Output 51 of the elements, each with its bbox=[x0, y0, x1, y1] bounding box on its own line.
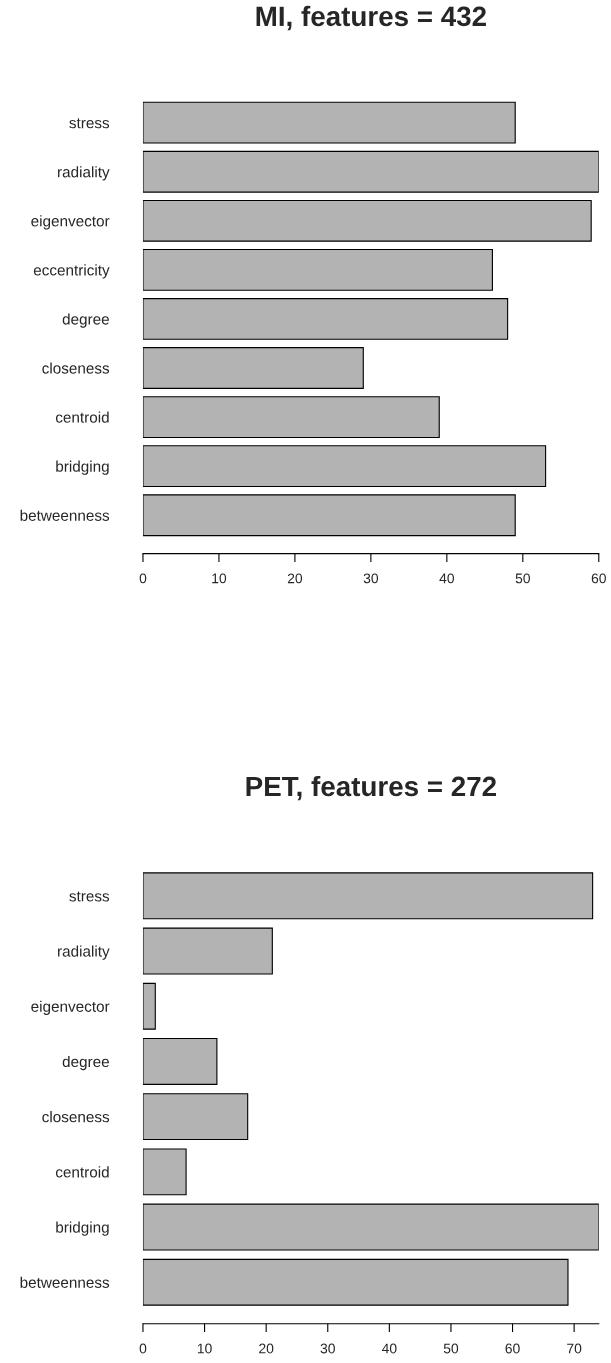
x-tick-label: 20 bbox=[259, 1343, 274, 1354]
bar bbox=[142, 445, 547, 488]
y-tick-label: closeness bbox=[42, 362, 110, 374]
y-tick-label: degree bbox=[62, 1055, 109, 1071]
x-tick-label: 10 bbox=[197, 1343, 212, 1354]
y-tick-label: eigenvector bbox=[31, 1000, 110, 1015]
chart-title: PET, features = 272 bbox=[246, 775, 496, 801]
x-tick-label: 30 bbox=[363, 573, 379, 584]
x-tick-label: 40 bbox=[439, 573, 455, 584]
y-tick-label: stress bbox=[69, 118, 110, 129]
y-tick-label: centroid bbox=[55, 411, 109, 423]
x-tick-label: 30 bbox=[320, 1343, 335, 1354]
bar bbox=[142, 927, 273, 975]
y-tick-label: degree bbox=[62, 313, 109, 328]
chart-title: MI, features = 432 bbox=[256, 5, 486, 31]
x-tick-label: 70 bbox=[567, 1343, 582, 1354]
y-tick-label: centroid bbox=[55, 1166, 109, 1178]
y-tick-label: stress bbox=[69, 891, 110, 902]
y-tick-label: radiality bbox=[58, 166, 110, 181]
bar bbox=[142, 1037, 218, 1085]
x-tick-label: 50 bbox=[515, 573, 530, 584]
x-tick-label: 40 bbox=[381, 1343, 397, 1354]
bar bbox=[142, 347, 364, 389]
bar bbox=[142, 494, 516, 537]
x-tick-label: 0 bbox=[139, 1343, 147, 1354]
bar bbox=[142, 982, 156, 1030]
bar bbox=[142, 248, 493, 291]
x-tick-label: 10 bbox=[212, 573, 227, 584]
bar bbox=[142, 872, 594, 920]
y-tick-label: eccentricity bbox=[33, 264, 110, 279]
bar bbox=[142, 101, 516, 144]
bar bbox=[142, 150, 599, 193]
y-tick-label: betweenness bbox=[20, 509, 110, 521]
y-tick-label: eigenvector bbox=[31, 215, 110, 230]
y-tick-label: betweenness bbox=[20, 1276, 110, 1288]
bar bbox=[142, 1093, 249, 1141]
bar bbox=[142, 1203, 599, 1251]
bar bbox=[142, 1258, 569, 1306]
x-tick-label: 60 bbox=[591, 573, 606, 584]
y-tick-label: bridging bbox=[56, 460, 109, 475]
y-tick-label: bridging bbox=[56, 1221, 109, 1236]
x-tick-label: 50 bbox=[443, 1343, 459, 1354]
y-tick-label: closeness bbox=[42, 1111, 110, 1123]
bar bbox=[142, 1148, 187, 1196]
x-tick-label: 0 bbox=[139, 573, 147, 584]
bar bbox=[142, 199, 592, 242]
y-tick-label: radiality bbox=[58, 945, 110, 960]
bar bbox=[142, 396, 440, 438]
bar bbox=[142, 298, 509, 340]
x-tick-label: 60 bbox=[505, 1343, 520, 1354]
x-tick-label: 20 bbox=[287, 573, 303, 584]
